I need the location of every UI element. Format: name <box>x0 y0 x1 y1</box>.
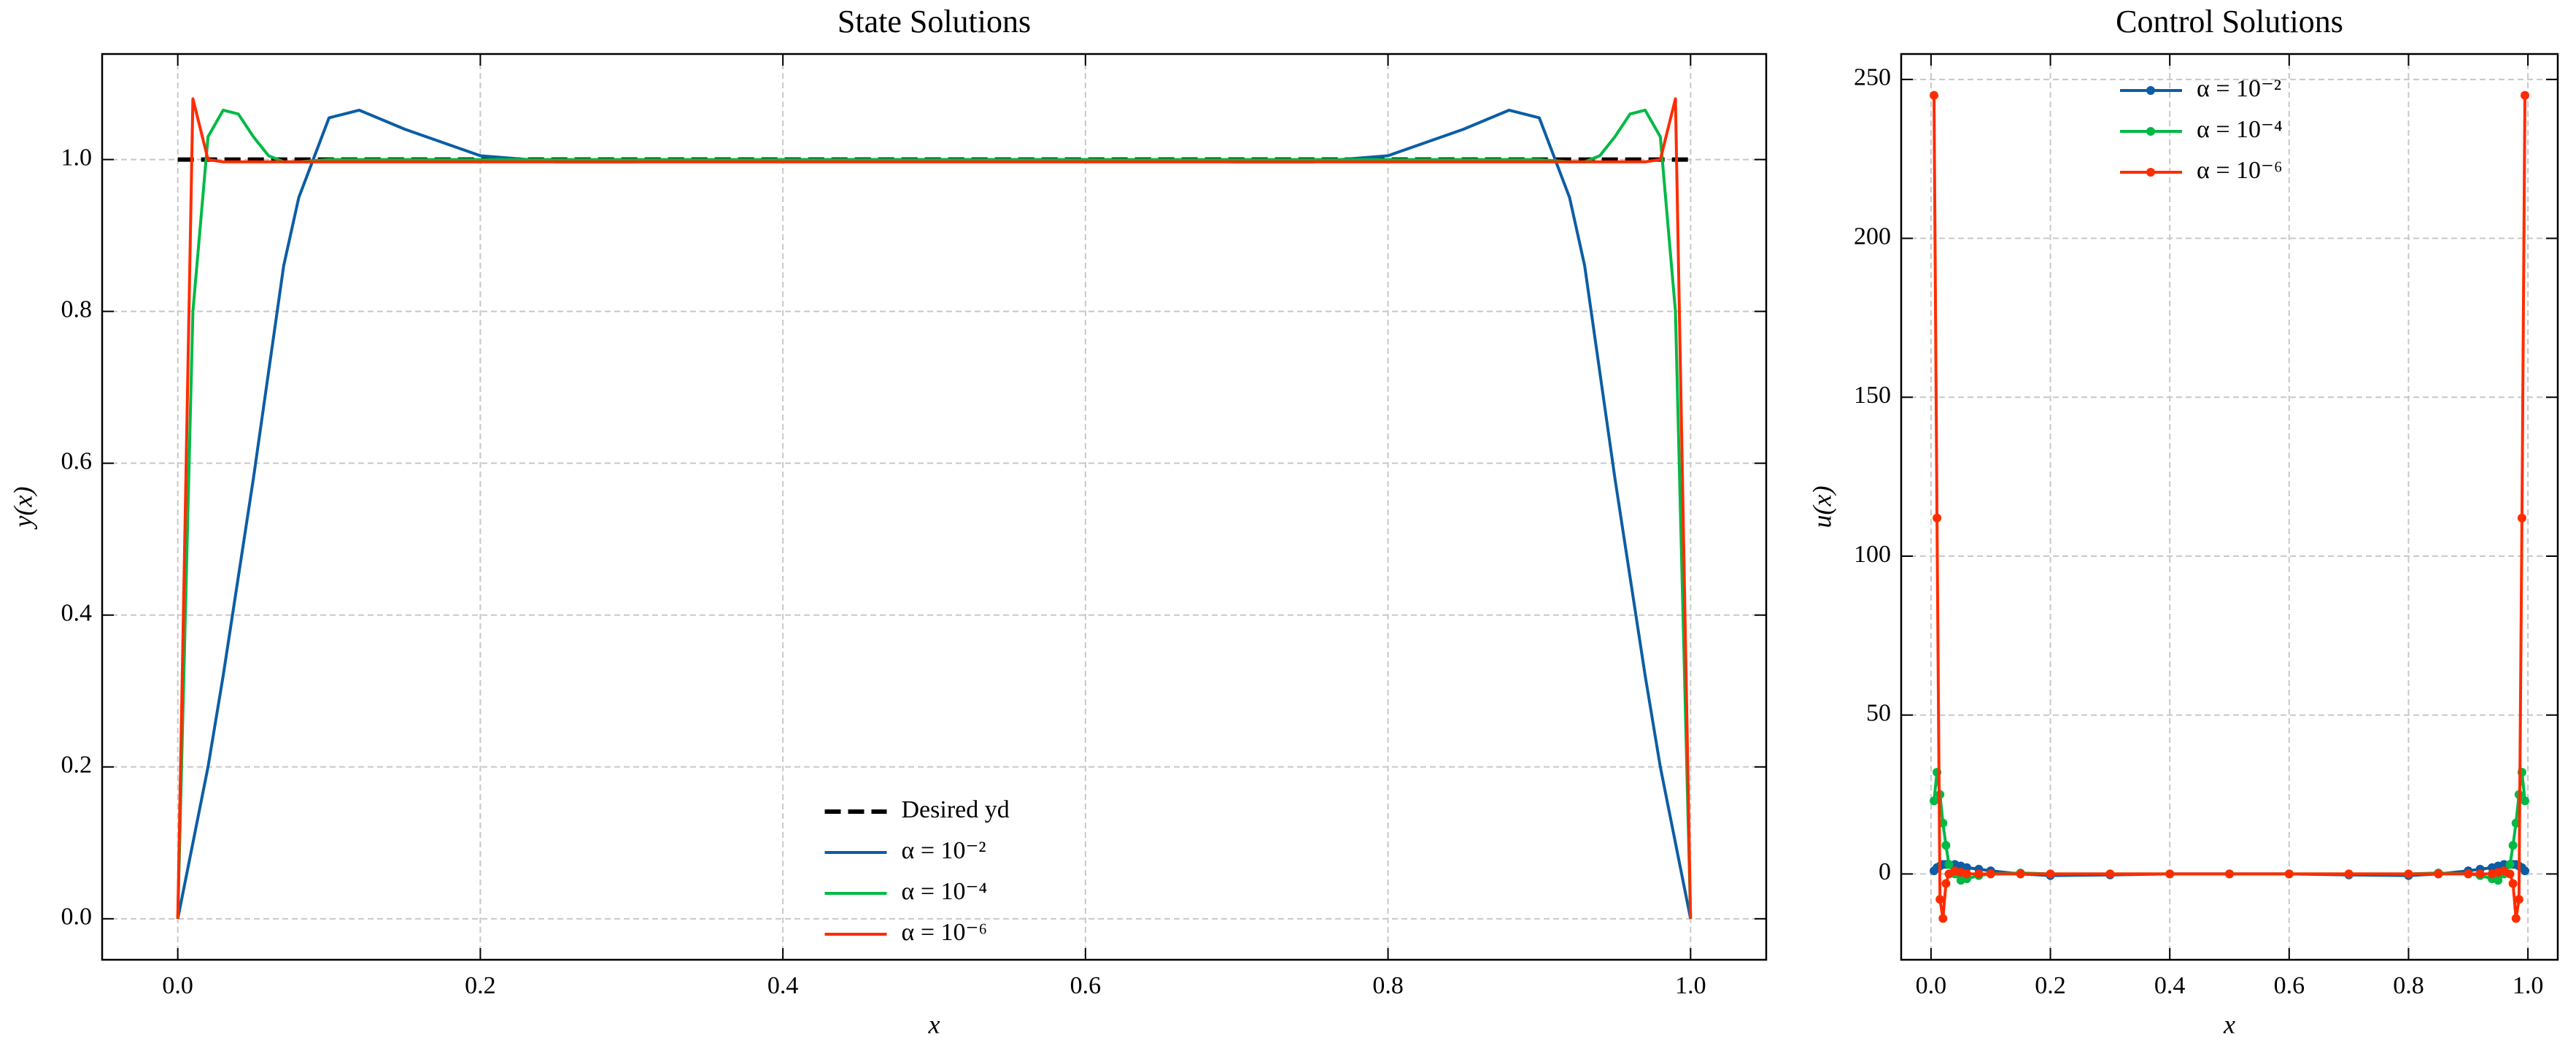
legend-label: α = 10⁻⁴ <box>902 878 988 905</box>
series-marker <box>2016 869 2025 879</box>
series-marker <box>2165 869 2175 879</box>
y-tick-label: 0.2 <box>61 752 93 779</box>
series-marker <box>2505 860 2515 869</box>
x-tick-label: 0.2 <box>465 972 496 999</box>
legend-marker <box>2146 168 2155 177</box>
series-marker <box>2284 869 2294 879</box>
y-tick-label: 0.6 <box>61 447 93 474</box>
series-marker <box>2511 914 2521 923</box>
x-axis-label: x <box>928 1009 940 1039</box>
series-marker <box>1933 513 1942 523</box>
series-marker <box>1938 914 1948 923</box>
y-axis-label: y(x) <box>8 487 37 530</box>
x-tick-label: 1.0 <box>1675 972 1706 999</box>
x-tick-label: 0.8 <box>2393 972 2424 999</box>
series-marker <box>1935 895 1945 904</box>
legend-label: α = 10⁻⁴ <box>2197 116 2283 143</box>
series-marker <box>2434 869 2443 879</box>
series-marker <box>2225 869 2234 879</box>
y-tick-label: 1.0 <box>61 144 93 171</box>
legend-marker <box>2146 86 2155 95</box>
series-line <box>176 97 1693 919</box>
x-tick-label: 0.0 <box>162 972 193 999</box>
y-tick-label: 100 <box>1854 541 1891 568</box>
series-marker <box>1962 863 1971 872</box>
series-marker <box>2508 879 2518 888</box>
series-marker <box>2494 876 2503 885</box>
series-marker <box>2464 869 2473 879</box>
plot-area <box>176 97 1693 920</box>
x-axis-label: x <box>2223 1009 2235 1039</box>
legend-label: α = 10⁻² <box>2197 75 2281 102</box>
series-marker <box>2521 91 2529 100</box>
series-line <box>1933 771 2526 882</box>
series-marker <box>2046 869 2055 879</box>
series-marker <box>2505 869 2515 879</box>
x-tick-label: 1.0 <box>2513 972 2544 999</box>
series-marker <box>2475 869 2485 879</box>
y-tick-label: 0.8 <box>61 296 93 323</box>
series-marker <box>2508 841 2518 850</box>
legend-label: α = 10⁻² <box>902 837 986 864</box>
axes-frame <box>101 53 1768 961</box>
chart-title: Control Solutions <box>2116 4 2343 39</box>
x-tick-label: 0.6 <box>1070 972 1102 999</box>
y-tick-label: 0.4 <box>61 600 93 627</box>
series-marker <box>2404 869 2413 879</box>
legend-label: Desired yd <box>902 796 1010 823</box>
x-tick-label: 0.4 <box>767 972 799 999</box>
legend-label: α = 10⁻⁶ <box>902 919 988 946</box>
series-marker <box>2105 869 2115 879</box>
y-tick-label: 150 <box>1854 382 1891 409</box>
series-marker <box>2344 869 2353 879</box>
x-tick-label: 0.0 <box>1916 972 1947 999</box>
x-tick-label: 0.4 <box>2154 972 2186 999</box>
y-tick-label: 200 <box>1854 223 1891 250</box>
y-tick-label: 0.0 <box>61 904 93 931</box>
series-marker <box>1962 869 1971 879</box>
series-marker <box>1930 91 1938 100</box>
series-marker <box>1941 841 1951 850</box>
series-marker <box>1974 869 1984 879</box>
y-tick-label: 50 <box>1866 700 1891 727</box>
y-tick-label: 0 <box>1879 858 1891 885</box>
x-tick-label: 0.2 <box>2035 972 2066 999</box>
series-marker <box>2517 513 2526 523</box>
series-line <box>1933 95 2526 920</box>
y-axis-label: u(x) <box>1807 486 1836 528</box>
y-tick-label: 250 <box>1854 64 1891 91</box>
axes-frame <box>1900 53 2559 961</box>
legend-marker <box>2146 127 2155 136</box>
series-marker <box>1944 860 1954 869</box>
chart-title: State Solutions <box>838 4 1031 39</box>
series-line <box>176 108 1693 919</box>
series-marker <box>2521 796 2529 806</box>
series-marker <box>2521 866 2529 876</box>
x-tick-label: 0.8 <box>1372 972 1404 999</box>
series-marker <box>2514 895 2523 904</box>
plot-area <box>1930 91 2529 923</box>
series-marker <box>1941 879 1951 888</box>
legend-label: α = 10⁻⁶ <box>2197 157 2283 184</box>
x-tick-label: 0.6 <box>2274 972 2305 999</box>
series-marker <box>1986 869 1995 879</box>
series-marker <box>1930 796 1938 806</box>
